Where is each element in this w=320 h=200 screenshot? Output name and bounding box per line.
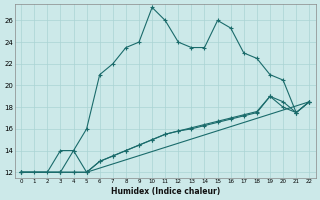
X-axis label: Humidex (Indice chaleur): Humidex (Indice chaleur) <box>111 187 220 196</box>
